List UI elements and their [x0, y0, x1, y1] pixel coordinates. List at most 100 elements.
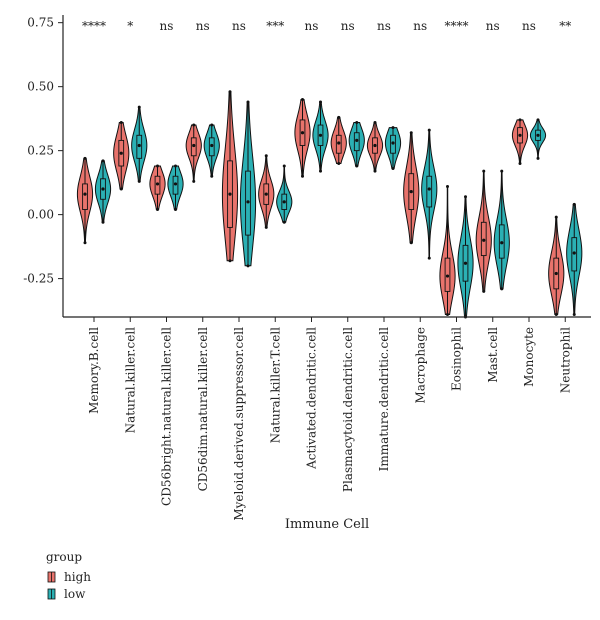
y-tick-label: 0.50 [27, 80, 54, 94]
violin-max-point [518, 118, 522, 122]
violin-median [282, 200, 286, 204]
significance-label: ns [522, 19, 536, 33]
violin-min-point [210, 174, 214, 178]
violin-median [155, 182, 160, 186]
violin-max-point [373, 120, 377, 124]
violin-max-point [482, 169, 486, 173]
violin-min-point [446, 312, 449, 316]
legend-items: high low [47, 570, 91, 601]
violin-min-point [137, 179, 141, 183]
violin-max-point [246, 100, 250, 104]
violin-min-point [319, 169, 322, 173]
violin-min-point [373, 169, 377, 173]
significance-label: **** [445, 19, 469, 33]
legend: group high low [46, 550, 91, 601]
violin-median [554, 271, 558, 276]
violin-max-point [554, 215, 558, 219]
violin-median [445, 274, 450, 278]
legend-label-high: high [64, 570, 91, 584]
significance-label: ns [377, 19, 391, 33]
significance-label: ns [305, 19, 319, 33]
violins-layer [76, 90, 583, 319]
violin-max-point [446, 184, 449, 188]
violin-min-point [119, 187, 123, 191]
violin-max-point [409, 131, 413, 135]
legend-title: group [46, 550, 82, 564]
violin-min-point [536, 156, 540, 160]
significance-label: ns [160, 19, 174, 33]
violin-max-point [192, 123, 196, 127]
x-tick-label: Monocyte [522, 327, 536, 387]
x-tick-label: Natural.killer.T.cell [268, 327, 282, 444]
violin-max-point [536, 118, 540, 122]
x-tick-label: Eosinophil [450, 327, 464, 391]
violin-max-point [572, 202, 576, 206]
violin-max-point [500, 169, 504, 173]
violin-max-point [264, 154, 268, 158]
x-axis-ticks: Memory.B.cell Natural.killer.cell CD56brig… [87, 317, 572, 521]
violin-min-point [500, 287, 504, 291]
x-axis-title: Immune Cell [285, 517, 369, 532]
violin-max-point [391, 126, 395, 130]
violin-max-point [337, 115, 341, 119]
violin-min-point [337, 161, 341, 165]
x-tick-label: CD56dim.natural.killer.cell [196, 327, 210, 492]
significance-label: *** [266, 19, 284, 33]
significance-label: ** [559, 19, 571, 33]
violin-median [355, 138, 359, 143]
violin-box [82, 183, 88, 210]
violin-max-point [101, 159, 105, 163]
violin-min-point [572, 312, 576, 316]
violin-min-point [301, 174, 304, 178]
violin-median [119, 151, 123, 155]
violin-min-point [101, 220, 105, 224]
significance-label: ns [341, 19, 355, 33]
violin-max-point [228, 90, 232, 94]
violin-max-point [156, 164, 159, 168]
violin-min-point [482, 289, 486, 293]
violin-max-point [319, 100, 322, 104]
significance-label: * [127, 19, 133, 33]
violin-max-point [119, 120, 123, 124]
violin-min-point [246, 264, 250, 268]
violin-median [83, 192, 87, 196]
significance-labels: **** * ns ns ns *** ns ns ns ns **** ns ns ** [82, 19, 571, 33]
significance-label: ns [232, 19, 246, 33]
x-tick-label: Plasmacytoid.dendritic.cell [341, 327, 355, 492]
violin-median [300, 131, 305, 135]
violin-median [137, 143, 141, 148]
violin-max-point [301, 97, 304, 101]
legend-label-low: low [64, 587, 86, 601]
violin-max-point [210, 123, 214, 127]
violin-min-point [156, 208, 159, 212]
violin-max-point [83, 156, 87, 160]
violin-median [318, 133, 323, 137]
violin-min-point [282, 220, 286, 224]
y-tick-label: -0.25 [23, 272, 54, 286]
violin-max-point [282, 164, 286, 168]
violin-max-point [174, 164, 177, 168]
violin-median [192, 143, 196, 148]
violin-min-point [518, 161, 522, 165]
violin-min-point [391, 167, 395, 171]
x-tick-label: Mast.cell [486, 327, 500, 383]
violin-min-point [409, 241, 413, 245]
violin-min-point [174, 208, 177, 212]
y-tick-label: 0.00 [27, 208, 54, 222]
violin-median [246, 200, 250, 204]
violin-max-point [464, 195, 467, 199]
violin-median [409, 189, 413, 194]
x-tick-label: Activated.dendritic.cell [305, 327, 319, 470]
y-tick-label: 0.25 [27, 144, 54, 158]
violin-median [228, 192, 232, 196]
violin-box [426, 175, 433, 208]
violin-median [391, 141, 395, 145]
violin-min-point [427, 256, 431, 260]
x-tick-label: Neutrophil [558, 327, 572, 393]
violin-min-point [83, 241, 87, 245]
violin-max-point [137, 105, 141, 109]
violin-min-point [264, 225, 268, 229]
violin-max-point [427, 128, 431, 132]
violin-median [482, 238, 486, 242]
